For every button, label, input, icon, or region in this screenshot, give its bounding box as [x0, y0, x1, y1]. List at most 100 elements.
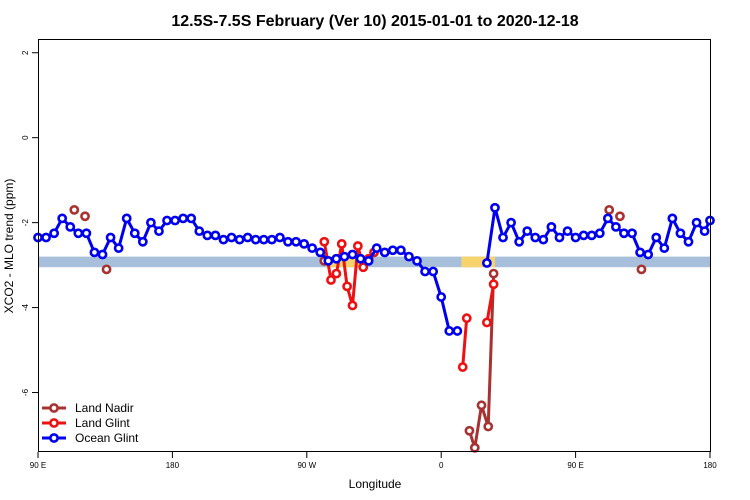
land-nadir-point	[476, 400, 487, 411]
ocean-glint-point	[404, 251, 414, 262]
x-tick-label: 90 W	[297, 461, 316, 470]
ocean-glint-point	[307, 243, 318, 254]
land-glint-point	[358, 262, 369, 273]
ocean-glint-point	[667, 213, 678, 224]
land-glint-point	[336, 238, 347, 249]
ocean-glint-point	[498, 232, 508, 243]
land-glint-point	[326, 275, 336, 285]
ocean-glint-point	[602, 213, 613, 224]
land-glint-point	[342, 281, 353, 292]
ocean-glint-point	[420, 266, 430, 277]
ocean-glint-point	[226, 232, 237, 243]
x-axis: 90 E 180 90 W 0 90 E 180	[30, 452, 717, 470]
land-glint-point	[352, 241, 363, 251]
ocean-glint-point	[627, 228, 637, 239]
land-glint-line-3	[485, 283, 496, 323]
ocean-glint-point	[619, 228, 629, 239]
ocean-glint-point	[683, 236, 694, 247]
ocean-glint-point	[586, 230, 597, 241]
ocean-glint-point	[129, 228, 140, 239]
ocean-glint-point	[562, 226, 573, 237]
ocean-glint-point	[89, 247, 100, 258]
ocean-glint-point	[121, 213, 132, 224]
ocean-glint-point	[145, 217, 156, 228]
ocean-glint-point	[49, 228, 60, 239]
land-glint-point	[457, 362, 468, 372]
ocean-glint-point	[105, 232, 116, 243]
land-nadir-point	[69, 204, 80, 215]
ocean-glint-point	[162, 215, 172, 226]
ocean-glint-point	[699, 226, 710, 237]
y-tick-label: 2	[21, 50, 30, 55]
ocean-glint-point	[546, 221, 557, 232]
x-tick-label: 0	[439, 461, 444, 470]
ocean-glint-point	[691, 217, 702, 228]
ocean-glint-point	[594, 228, 605, 239]
ocean-glint-point	[113, 243, 124, 254]
ocean-glint-point	[643, 249, 654, 260]
land-nadir-point	[101, 264, 112, 275]
ocean-glint-point	[266, 234, 277, 245]
ocean-glint-point	[514, 236, 525, 247]
ocean-glint-point	[194, 226, 205, 237]
ocean-glint-point	[275, 232, 285, 243]
land-nadir-point	[604, 204, 615, 215]
land-nadir-point	[483, 421, 494, 432]
land-glint-point	[319, 236, 330, 247]
ocean-glint-point	[412, 255, 422, 266]
y-tick-label: 0	[21, 135, 30, 140]
band-layer	[38, 256, 710, 268]
land-nadir-point	[615, 211, 625, 222]
ocean-glint-point	[81, 228, 92, 239]
y-axis-label: XCO2 - MLO trend (ppm)	[2, 179, 16, 314]
x-tick-label: 90 E	[30, 461, 46, 470]
ocean-glint-point	[490, 202, 500, 213]
land-nadir-point	[80, 211, 90, 222]
ocean-glint-point	[436, 292, 447, 302]
x-tick-label: 90 E	[567, 461, 583, 470]
ocean-glint-point	[554, 232, 565, 243]
ocean-glint-point	[578, 230, 589, 241]
ocean-glint-point	[363, 255, 374, 266]
land-glint-point	[488, 279, 499, 290]
legend-item-land-glint: Land Glint	[42, 416, 130, 430]
land-glint-point	[347, 300, 358, 311]
legend-swatch-point	[49, 418, 59, 428]
series-layer	[33, 202, 715, 453]
ocean-glint-point	[371, 243, 382, 254]
ocean-glint-point	[291, 236, 301, 247]
y-tick-label: -2	[21, 219, 30, 227]
ocean-glint-point	[258, 234, 269, 245]
x-axis-label: Longitude	[349, 477, 402, 491]
series-ocean-glint	[33, 202, 715, 336]
land-glint-point	[331, 268, 342, 279]
ocean-glint-point	[97, 249, 108, 260]
ocean-glint-point	[651, 232, 662, 243]
ocean-glint-point	[202, 230, 213, 241]
legend-swatch-point	[49, 403, 59, 413]
ocean-glint-point	[234, 234, 245, 245]
series-land-glint	[319, 236, 499, 372]
legend-label: Ocean Glint	[75, 431, 139, 445]
band-highlight-2	[461, 256, 495, 268]
ocean-glint-point	[57, 213, 68, 224]
legend-label: Land Nadir	[75, 401, 134, 415]
x-tick-label: 180	[166, 461, 180, 470]
land-glint-point	[461, 313, 472, 324]
ocean-glint-point	[73, 228, 84, 239]
ocean-glint-point	[186, 213, 197, 224]
ocean-glint-point	[387, 245, 398, 256]
ocean-glint-point	[315, 247, 326, 258]
ocean-glint-point	[154, 226, 164, 237]
ocean-glint-point	[611, 221, 621, 232]
ocean-glint-point	[452, 326, 463, 336]
land-nadir-point	[469, 442, 480, 453]
y-tick-label: -4	[21, 303, 30, 311]
ocean-glint-point	[210, 230, 221, 241]
legend-label: Land Glint	[75, 416, 130, 430]
ocean-glint-point	[635, 247, 646, 258]
ocean-glint-point	[570, 232, 581, 243]
ocean-glint-point	[506, 217, 516, 228]
